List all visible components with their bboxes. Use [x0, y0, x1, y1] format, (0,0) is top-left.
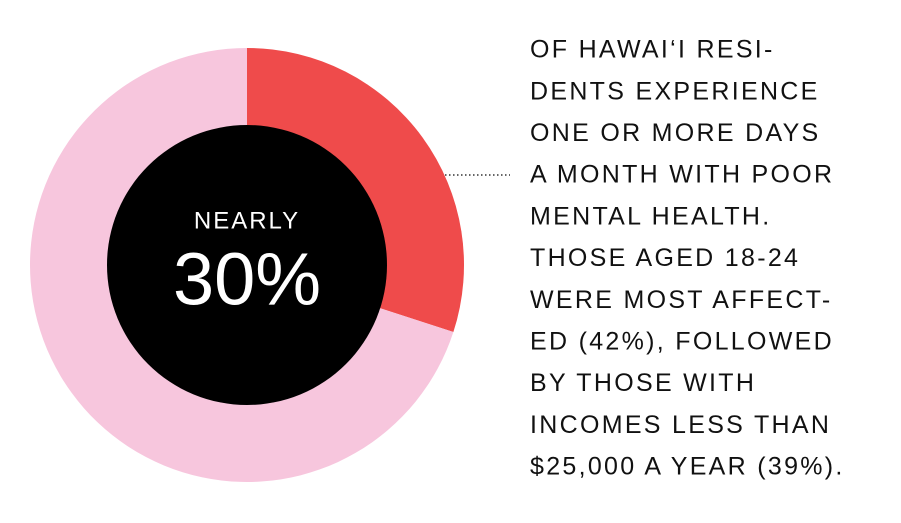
annotation-line: THOSE AGED 18-24: [530, 244, 800, 272]
annotation-line: BY THOSE WITH: [530, 369, 756, 397]
annotation-line: ED (42%), FOLLOWED: [530, 328, 834, 356]
center-label: NEARLY: [194, 207, 300, 234]
annotation-line: $25,000 A YEAR (39%).: [530, 453, 845, 481]
annotation-line: WERE MOST AFFECT-: [530, 286, 833, 314]
donut-hole: [107, 125, 387, 405]
annotation-line: OF HAWAI‘I RESI-: [530, 36, 775, 64]
annotation-line: DENTS EXPERIENCE: [530, 77, 820, 105]
annotation-line: A MONTH WITH POOR: [530, 161, 834, 189]
annotation-line: MENTAL HEALTH.: [530, 202, 772, 230]
value-label: 30%: [173, 238, 321, 321]
annotation-line: INCOMES LESS THAN: [530, 411, 831, 439]
annotation-line: ONE OR MORE DAYS: [530, 119, 821, 147]
